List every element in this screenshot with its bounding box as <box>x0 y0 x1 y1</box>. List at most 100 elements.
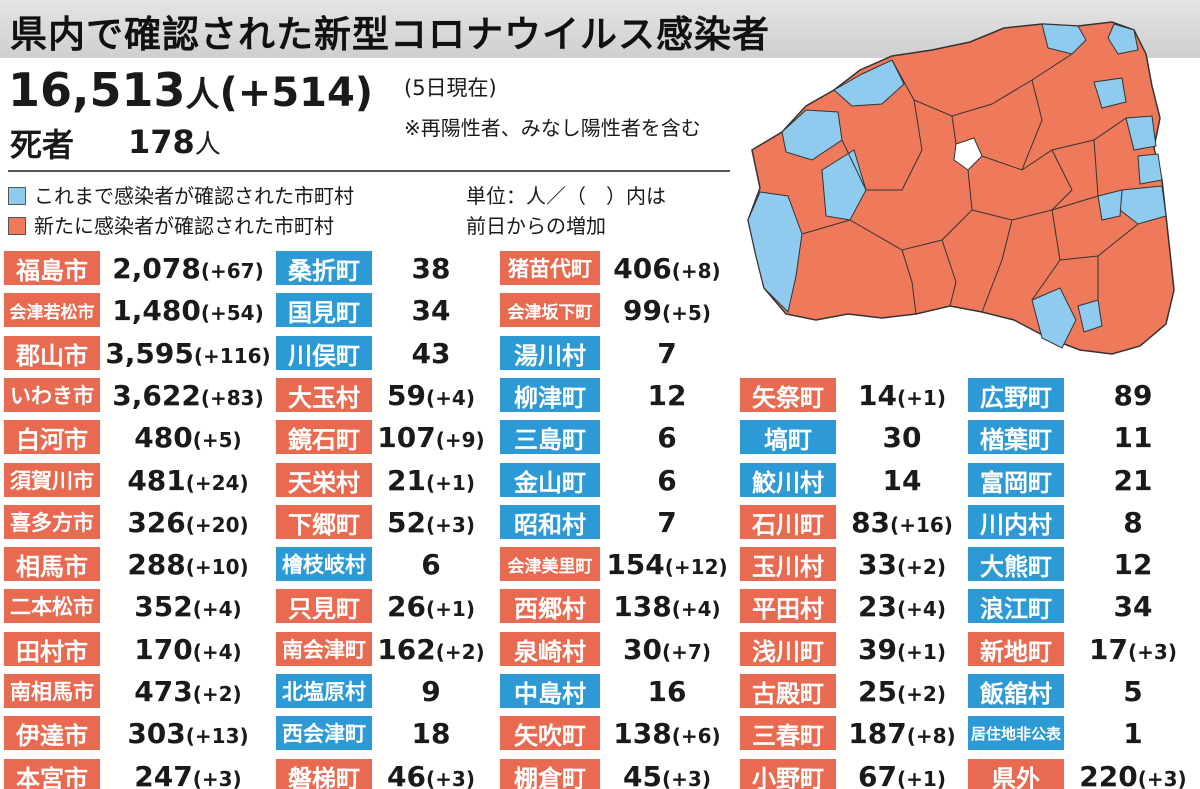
case-total: 6 <box>421 548 441 581</box>
case-total: 5 <box>1123 675 1143 708</box>
municipality-name: 大玉村 <box>276 378 372 412</box>
case-total: 3,595 <box>105 337 194 370</box>
case-total: 1 <box>1123 717 1143 750</box>
as-of-date: (5日現在) <box>404 76 497 100</box>
case-increase: (+116) <box>193 344 271 368</box>
case-increase: (+12) <box>664 555 728 579</box>
case-count: 288(+10) <box>104 547 272 583</box>
case-count: 9 <box>376 674 486 710</box>
case-count: 406(+8) <box>604 251 730 287</box>
municipality-row: 湯川村 7 <box>500 336 730 372</box>
municipality-name: 川内村 <box>968 505 1064 539</box>
municipality-row: 本宮市 247(+3) <box>4 759 272 789</box>
municipality-row: 広野町 89 <box>968 378 1198 414</box>
case-count: 11 <box>1068 420 1198 456</box>
case-count: 83(+16) <box>840 505 964 541</box>
municipality-row: 棚倉町 45(+3) <box>500 759 730 789</box>
municipality-name: 伊達市 <box>4 716 100 750</box>
municipality-row: 檜枝岐村 6 <box>276 547 486 583</box>
case-total: 83 <box>851 506 891 539</box>
case-increase: (+16) <box>890 513 953 537</box>
municipality-row: 塙町 30 <box>740 420 964 456</box>
map-area-coast-3 <box>1137 153 1163 185</box>
case-total: 473 <box>134 675 193 708</box>
municipality-row: 小野町 67(+1) <box>740 759 964 789</box>
case-total: 34 <box>411 294 451 327</box>
map-area-south-east <box>1077 299 1103 333</box>
total-unit: 人 <box>185 75 220 115</box>
map-area-south <box>1031 287 1077 349</box>
case-count: 89 <box>1068 378 1198 414</box>
case-increase: (+1) <box>426 597 475 621</box>
case-increase: (+8) <box>671 259 721 283</box>
municipality-name: 田村市 <box>4 632 100 666</box>
municipality-row: 郡山市 3,595(+116) <box>4 336 272 372</box>
total-delta: (+514) <box>219 70 374 116</box>
municipality-name: 古殿町 <box>740 674 836 708</box>
case-increase: (+1) <box>426 471 475 495</box>
case-total: 23 <box>858 590 897 623</box>
case-increase: (+9) <box>435 428 485 452</box>
case-total: 303 <box>127 717 186 750</box>
case-increase: (+1) <box>897 386 946 410</box>
municipality-row: 平田村 23(+4) <box>740 589 964 625</box>
case-total: 45 <box>623 760 662 789</box>
municipality-name: 北塩原村 <box>276 674 372 708</box>
case-count: 8 <box>1068 505 1198 541</box>
municipality-row: 西会津町 18 <box>276 716 486 752</box>
municipality-name: 中島村 <box>500 674 600 708</box>
municipality-row: 飯舘村 5 <box>968 674 1198 710</box>
case-total: 3,622 <box>112 379 201 412</box>
municipality-name: 三春町 <box>740 716 836 750</box>
case-count: 25(+2) <box>840 674 964 710</box>
case-total: 220 <box>1079 760 1138 789</box>
case-increase: (+8) <box>906 724 956 748</box>
municipality-name: 桑折町 <box>276 251 372 285</box>
inclusion-note: ※再陽性者、みなし陽性者を含む <box>404 116 701 140</box>
case-total: 33 <box>858 548 897 581</box>
case-total: 67 <box>858 760 897 789</box>
case-count: 43 <box>376 336 486 372</box>
case-count: 14 <box>840 463 964 499</box>
case-total: 17 <box>1089 633 1128 666</box>
unit-note-line1: 単位：人／（ ）内は <box>466 184 666 208</box>
municipality-name: 喜多方市 <box>4 505 100 539</box>
municipality-name: 檜枝岐村 <box>276 547 372 581</box>
case-count: 12 <box>1068 547 1198 583</box>
municipality-row: 西郷村 138(+4) <box>500 589 730 625</box>
case-count: 5 <box>1068 674 1198 710</box>
municipality-name: 須賀川市 <box>4 463 100 497</box>
map-area-coast-1 <box>1093 77 1127 109</box>
municipality-name: 平田村 <box>740 589 836 623</box>
municipality-name: 下郷町 <box>276 505 372 539</box>
case-count: 17(+3) <box>1068 632 1198 668</box>
municipality-row: 会津若松市 1,480(+54) <box>4 293 272 329</box>
municipality-name: 福島市 <box>4 251 100 285</box>
municipality-row: 猪苗代町 406(+8) <box>500 251 730 287</box>
municipality-name: 天栄村 <box>276 463 372 497</box>
municipality-row: 伊達市 303(+13) <box>4 716 272 752</box>
case-count: 16 <box>604 674 730 710</box>
case-increase: (+4) <box>671 597 721 621</box>
case-count: 326(+20) <box>104 505 272 541</box>
case-total: 6 <box>657 421 677 454</box>
case-total: 89 <box>1113 379 1153 412</box>
case-count: 352(+4) <box>104 589 272 625</box>
case-total: 26 <box>387 590 426 623</box>
case-increase: (+4) <box>192 597 242 621</box>
case-count: 1,480(+54) <box>104 293 272 329</box>
municipality-name: 会津坂下町 <box>500 293 600 327</box>
case-increase: (+2) <box>897 555 946 579</box>
municipality-row: 磐梯町 46(+3) <box>276 759 486 789</box>
total-cases: 16,513人(+514) <box>8 64 373 121</box>
deaths-label: 死者 <box>10 126 75 164</box>
map-prefecture-outline <box>747 21 1175 355</box>
case-count: 473(+2) <box>104 674 272 710</box>
case-increase: (+4) <box>426 386 475 410</box>
case-increase: (+4) <box>897 597 946 621</box>
case-count: 247(+3) <box>104 759 272 789</box>
municipality-name: 鏡石町 <box>276 420 372 454</box>
municipality-row: 白河市 480(+5) <box>4 420 272 456</box>
map-borders <box>801 53 1139 315</box>
unit-note-line2: 前日からの増加 <box>466 214 606 238</box>
